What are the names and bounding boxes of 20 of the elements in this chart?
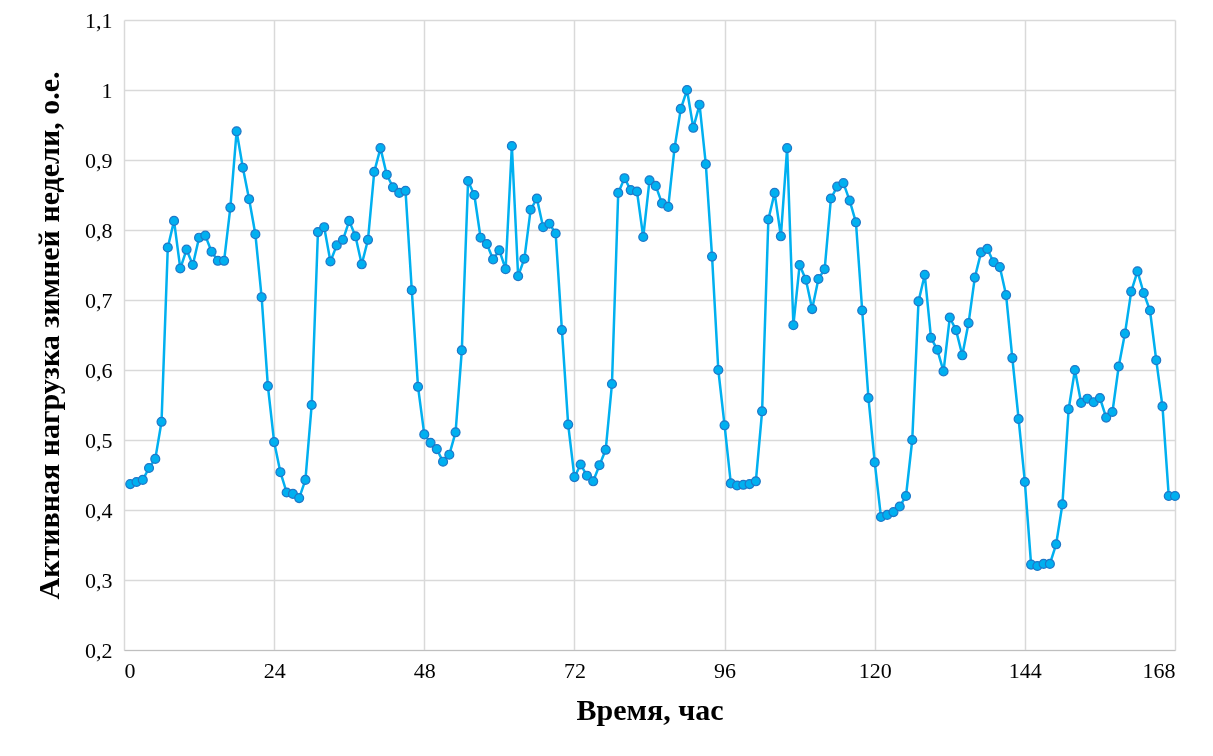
y-tick-label: 1 (101, 77, 113, 103)
x-tick-label: 0 (124, 657, 136, 683)
y-tick-label: 0,2 (85, 637, 113, 663)
y-tick-label: 0,3 (85, 567, 113, 593)
y-tick-label: 0,9 (85, 147, 113, 173)
x-tick-label: 48 (413, 657, 436, 683)
y-tick-label: 0,8 (85, 217, 113, 243)
y-tick-label: 0,6 (85, 357, 113, 383)
x-axis-title: Время, час (576, 692, 724, 726)
x-tick-label: 144 (1008, 657, 1042, 683)
x-tick-label: 120 (858, 657, 892, 683)
x-tick-label: 96 (714, 657, 737, 683)
y-tick-label: 0,7 (85, 287, 113, 313)
y-tick-label: 0,4 (85, 497, 113, 523)
y-axis-title: Активная нагрузка зимней недели, о.е. (32, 71, 65, 600)
x-tick-label: 168 (1142, 657, 1176, 683)
x-tick-label: 24 (263, 657, 286, 683)
y-tick-label: 1,1 (85, 7, 113, 33)
y-tick-label: 0,5 (85, 427, 113, 453)
x-tick-label: 72 (563, 657, 586, 683)
